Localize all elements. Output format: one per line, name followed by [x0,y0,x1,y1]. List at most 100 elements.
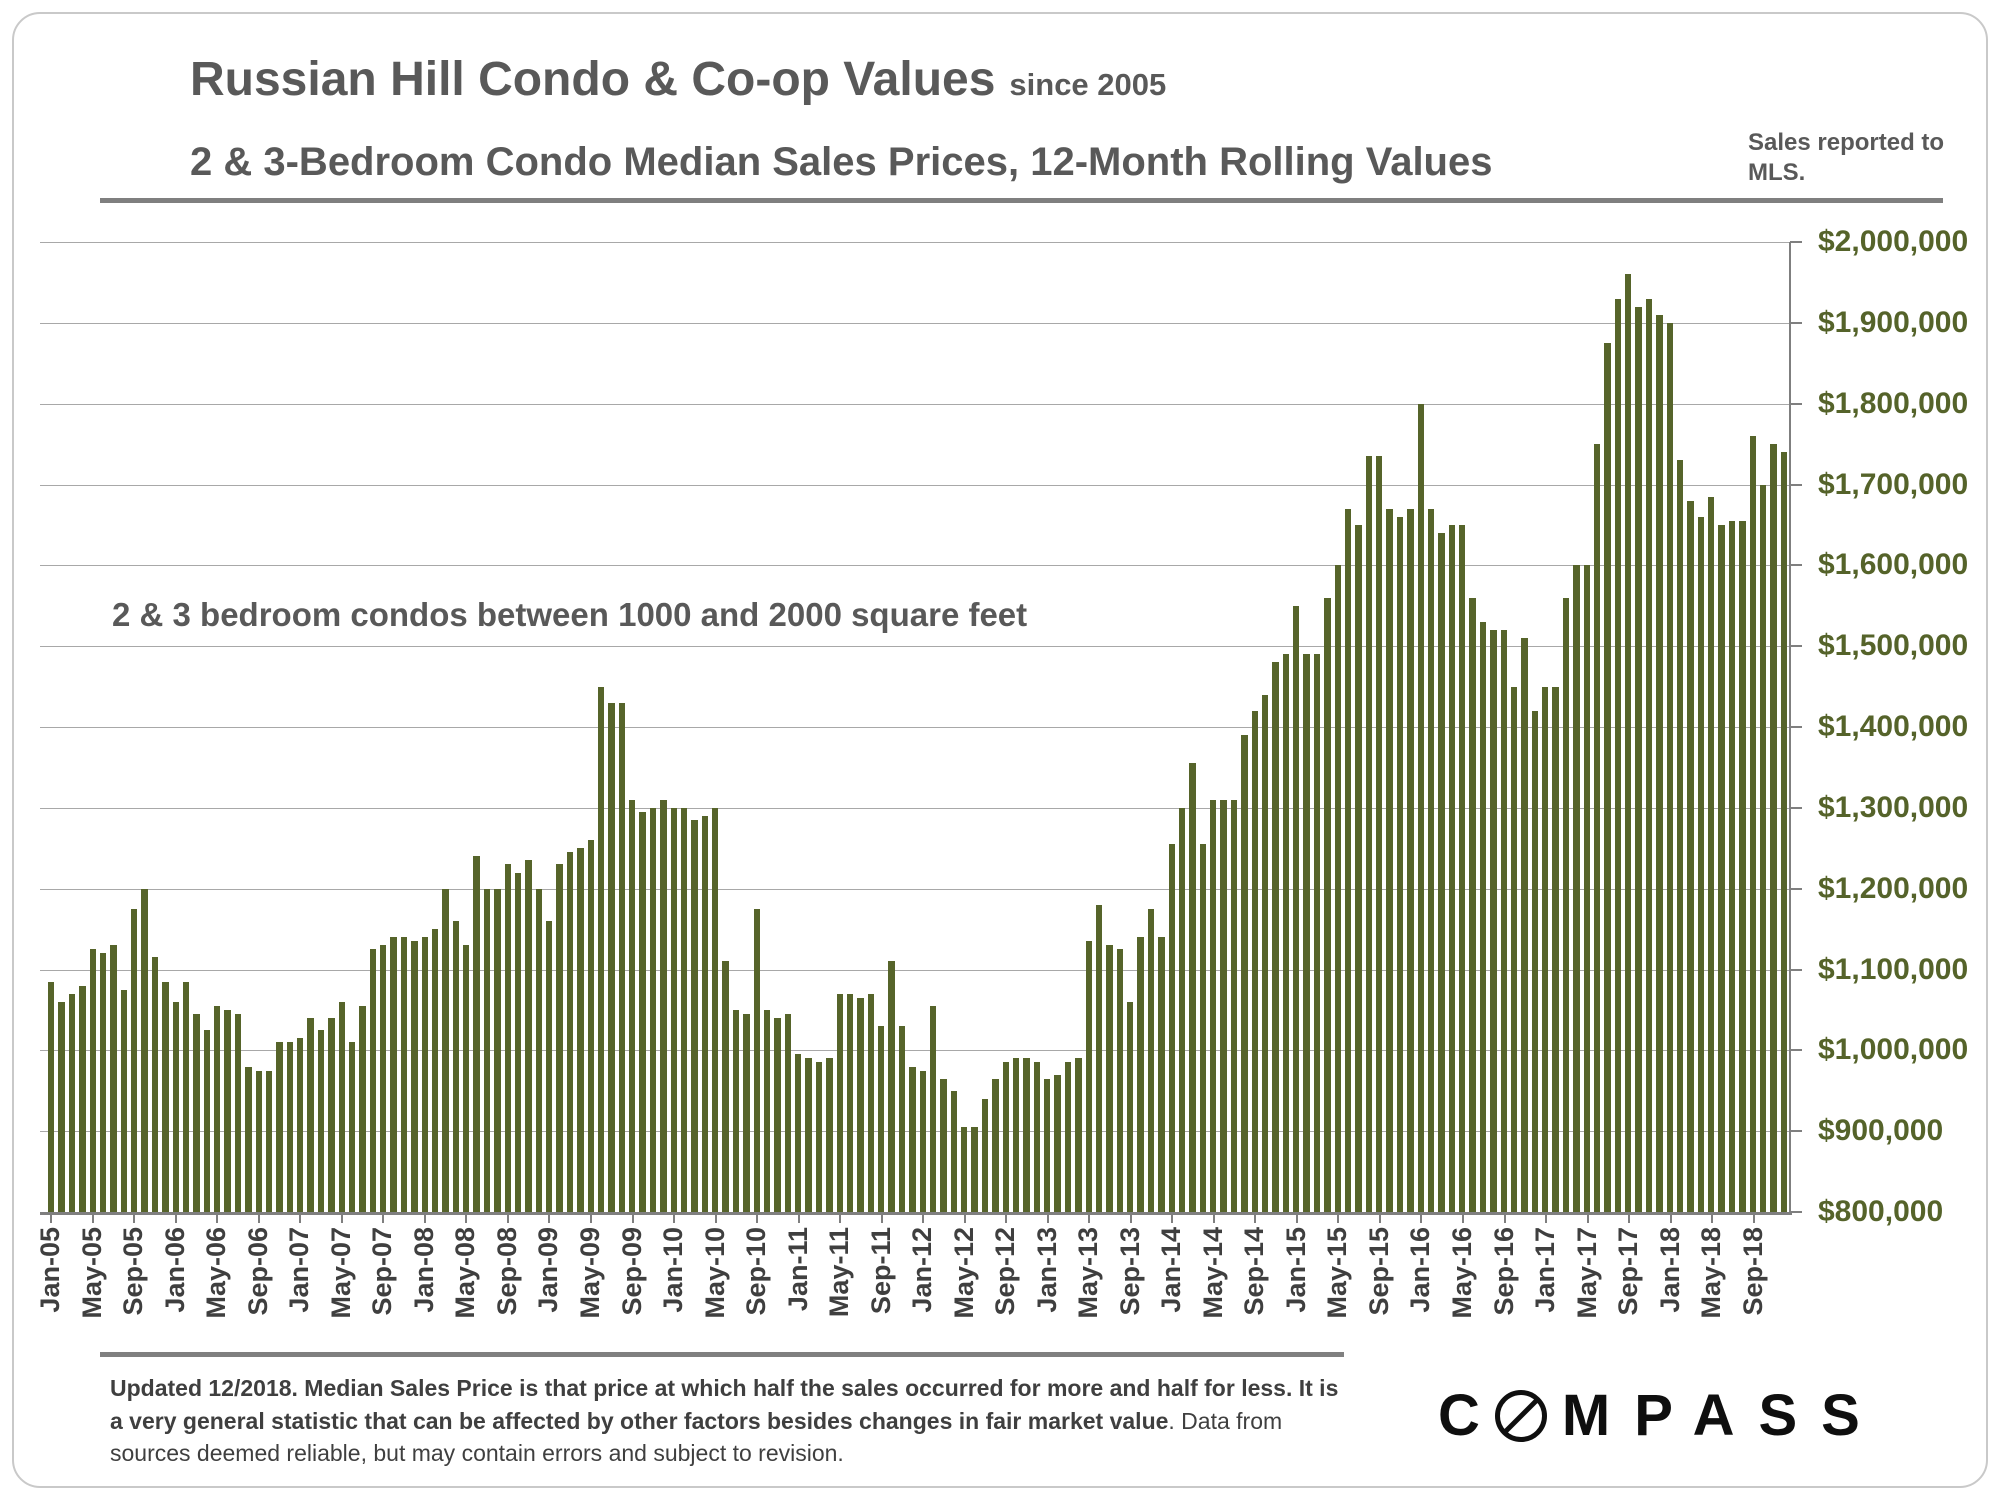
bar-Jun-07 [348,1042,356,1212]
bar-Dec-17 [1656,314,1663,1212]
y-tick-label-$1,600,000: $1,600,000 [1818,548,1969,582]
bar-Jan-06 [172,1001,179,1212]
bar-Sep-15 [1376,456,1383,1212]
gridline-$1,600,000 [40,565,1790,567]
bar-Aug-12 [992,1078,999,1212]
bar-Aug-07 [369,949,376,1212]
y-axis-labels: $2,000,000 $1,900,000 $1,800,000 $1,700,000… [1790,225,2000,1228]
bar-Sep-05 [131,908,138,1212]
page-title: Russian Hill Condo & Co-op Values since 2… [190,52,1166,107]
x-tick-label-Sep-14: Sep-14 [1239,1227,1270,1316]
x-tick-mark [1586,1215,1589,1223]
x-tick-mark [963,1215,966,1223]
x-tick-label-May-17: May-17 [1571,1227,1602,1319]
bar-Jul-12 [981,1098,989,1212]
y-tick-mark [1790,483,1802,486]
bar-Feb-13 [1054,1074,1061,1212]
bar-Sep-11 [878,1026,885,1212]
y-tick-mark [1790,1049,1802,1052]
gridline-$1,000,000 [40,1050,1790,1052]
bar-Mar-11 [815,1062,823,1212]
x-tick-mark [1046,1215,1049,1223]
bar-Aug-17 [1614,298,1621,1212]
bar-Dec-18 [1780,452,1787,1212]
x-tick-mark [1254,1215,1257,1223]
footer-note-normal: . Data from sources deemed reliable, but… [110,1407,1283,1467]
bar-May-13 [1085,941,1092,1212]
x-tick-mark [1420,1215,1423,1223]
x-tick-mark [423,1215,426,1223]
bar-Dec-10 [784,1013,791,1212]
x-tick-mark [1669,1215,1672,1223]
bar-Nov-09 [649,807,657,1212]
bar-Jul-09 [608,702,615,1212]
bar-Aug-15 [1365,456,1372,1212]
y-tick-label-$1,700,000: $1,700,000 [1818,467,1969,501]
x-tick-label-Sep-13: Sep-13 [1114,1227,1145,1316]
bar-Jun-18 [1718,524,1725,1212]
x-tick-mark [673,1215,676,1223]
bar-Aug-16 [1490,630,1497,1212]
y-tick-label-$900,000: $900,000 [1818,1114,1944,1148]
gridline-$1,200,000 [40,888,1790,890]
x-tick-label-May-18: May-18 [1696,1227,1727,1319]
bar-Nov-07 [400,937,408,1212]
bar-Apr-10 [701,815,708,1212]
bar-Apr-16 [1448,524,1455,1212]
x-tick-label-Jan-15: Jan-15 [1280,1227,1311,1313]
x-tick-mark [50,1215,53,1223]
bar-Mar-08 [442,888,449,1212]
bar-Jan-10 [670,807,677,1212]
bar-Dec-05 [162,981,169,1212]
bar-Apr-13 [1075,1058,1082,1212]
bar-Jun-17 [1593,444,1601,1212]
x-tick-mark [1337,1215,1340,1223]
bar-Sep-07 [380,945,387,1212]
x-tick-label-Jan-16: Jan-16 [1405,1227,1436,1313]
bar-Jan-08 [421,937,428,1212]
y-tick-label-$1,900,000: $1,900,000 [1818,305,1969,339]
bar-Sep-09 [629,799,636,1212]
bar-Apr-08 [452,921,459,1212]
x-tick-label-May-07: May-07 [325,1227,356,1319]
bar-Mar-16 [1438,533,1445,1212]
bar-Mar-15 [1313,654,1321,1212]
bar-Dec-09 [660,799,667,1212]
bar-Jan-18 [1666,322,1673,1212]
y-tick-mark [1790,321,1802,324]
x-tick-label-Jan-13: Jan-13 [1031,1227,1062,1313]
bar-Apr-14 [1199,844,1206,1212]
x-tick-mark [465,1215,468,1223]
bar-Nov-12 [1023,1058,1030,1212]
bar-May-18 [1708,496,1715,1212]
y-tick-mark [1790,564,1802,567]
x-tick-label-Sep-16: Sep-16 [1488,1227,1519,1316]
bar-Aug-18 [1739,520,1746,1212]
bar-Feb-09 [556,864,563,1212]
x-tick-label-May-06: May-06 [201,1227,232,1319]
x-tick-mark [174,1215,177,1223]
bar-Jul-05 [110,945,117,1212]
bar-May-05 [89,949,96,1212]
bar-Apr-18 [1697,516,1704,1212]
x-tick-mark [299,1215,302,1223]
bar-Jan-12 [919,1070,926,1212]
gridline-$1,400,000 [40,727,1790,728]
x-tick-label-May-16: May-16 [1447,1227,1477,1319]
bar-May-11 [836,993,843,1212]
bar-Jun-10 [722,961,729,1212]
x-tick-mark [1295,1215,1298,1223]
bar-Oct-10 [763,1009,771,1212]
x-tick-mark [1005,1215,1008,1223]
bar-Aug-13 [1116,949,1123,1212]
bar-Jun-16 [1469,597,1476,1212]
x-tick-mark [1088,1215,1091,1223]
x-tick-label-Jan-09: Jan-09 [533,1227,564,1313]
x-tick-mark [880,1215,883,1223]
bar-Nov-05 [151,957,159,1212]
x-tick-label-Jan-18: Jan-18 [1654,1227,1685,1313]
bar-Dec-14 [1282,654,1289,1212]
footer-note: Updated 12/2018. Median Sales Price is t… [110,1372,1350,1470]
bar-Apr-07 [328,1018,335,1212]
bar-Mar-05 [68,993,76,1212]
